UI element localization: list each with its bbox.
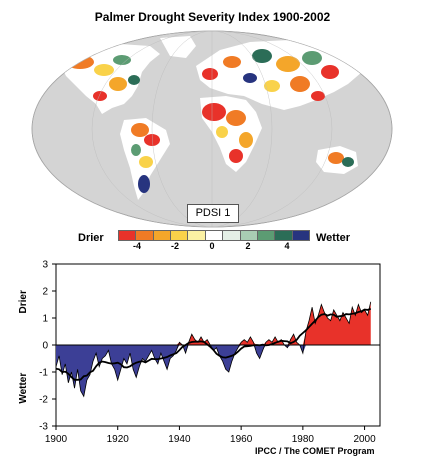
y-tick-label: 0 (42, 341, 48, 352)
x-tick-label: 1940 (168, 434, 191, 445)
legend-swatch (170, 231, 188, 240)
graticule (31, 30, 393, 228)
legend-swatch (274, 231, 292, 240)
legend-tick-label: -2 (170, 241, 179, 251)
y-tick-label: 1 (42, 314, 48, 325)
y-tick-label: -1 (39, 368, 48, 379)
x-tick-label: 1980 (292, 434, 315, 445)
legend-color-bar (118, 230, 310, 241)
world-map (31, 30, 393, 228)
pdsi-time-series-chart: -3 -2 -1 0 1 2 3 1900 1920 1940 1960 1980 2000 Drier W… (18, 260, 381, 445)
y-tick-label: -2 (39, 395, 48, 406)
greenland-landmass (160, 36, 196, 58)
legend-swatch (135, 231, 153, 240)
legend-tick-label: 0 (209, 241, 215, 251)
legend-swatch (222, 231, 240, 240)
legend-swatch (256, 231, 275, 240)
x-tick-label: 1920 (107, 434, 130, 445)
x-tick-label: 2000 (353, 434, 376, 445)
legend-swatch (204, 231, 223, 240)
legend-tick-label: 4 (284, 241, 290, 251)
y-label-wetter: Wetter (18, 373, 29, 404)
legend-tick-label: 2 (245, 241, 251, 251)
legend-swatch (119, 231, 136, 240)
pdsi-label-box: PDSI 1 (187, 204, 239, 223)
y-tick-label: 3 (42, 260, 48, 271)
y-label-drier: Drier (18, 290, 29, 313)
legend-swatch (187, 231, 205, 240)
legend-swatch (152, 231, 171, 240)
legend-wetter-label: Wetter (316, 232, 351, 244)
x-tick-label: 1960 (230, 434, 253, 445)
positive-area (56, 301, 371, 345)
legend-swatch (239, 231, 257, 240)
chart-title: Palmer Drought Severity Index 1900-2002 (94, 10, 331, 24)
y-tick-label: -3 (39, 422, 48, 433)
legend-tick-label: -4 (132, 241, 141, 251)
legend-swatch (291, 231, 309, 240)
negative-area (56, 345, 371, 397)
legend-drier-label: Drier (78, 232, 104, 244)
x-tick-label: 1900 (45, 434, 68, 445)
y-tick-label: 2 (42, 287, 48, 298)
credit-text: IPCC / The COMET Program (255, 446, 375, 456)
smoothed-line (55, 307, 372, 381)
